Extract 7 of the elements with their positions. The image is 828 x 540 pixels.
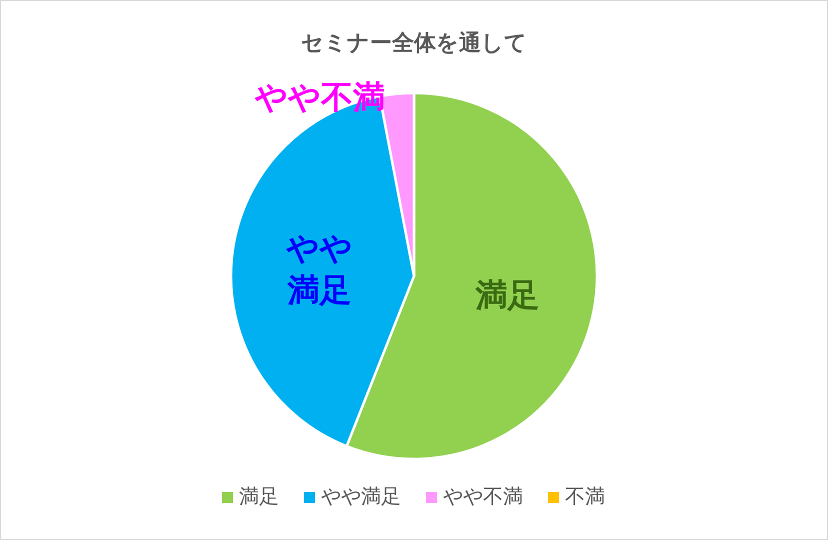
legend-label: 満足 bbox=[239, 484, 279, 508]
slice-label: 満足 bbox=[474, 276, 540, 314]
legend-label: やや満足 bbox=[321, 484, 401, 508]
legend-label: 不満 bbox=[565, 484, 605, 508]
legend-label: やや不満 bbox=[443, 484, 523, 508]
slice-label: やや満足 bbox=[285, 228, 354, 312]
chart-title: セミナー全体を通して bbox=[301, 31, 527, 56]
